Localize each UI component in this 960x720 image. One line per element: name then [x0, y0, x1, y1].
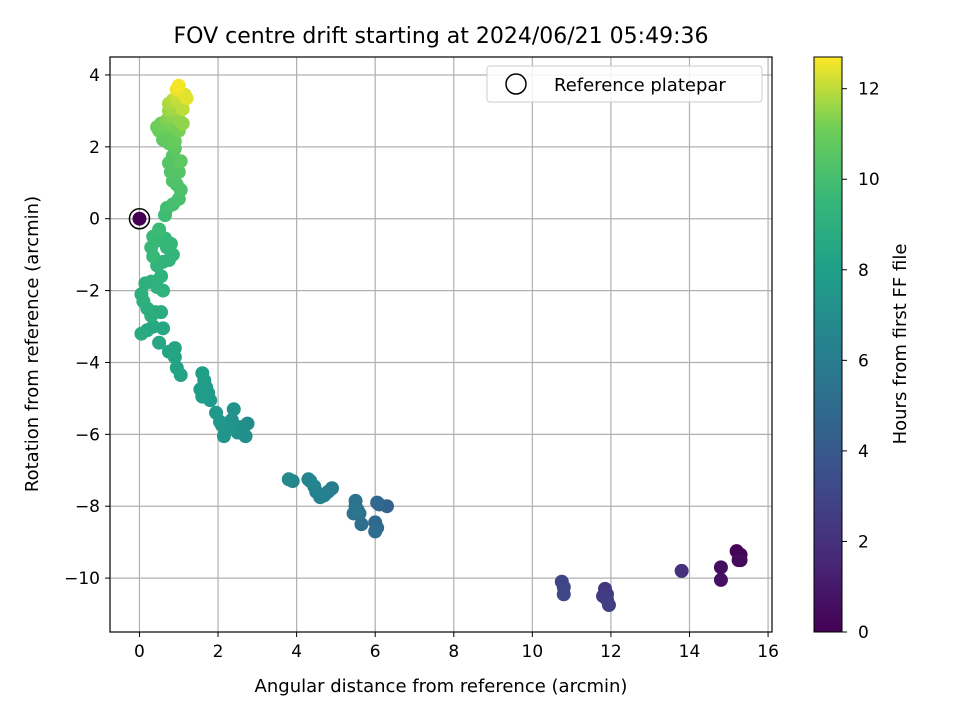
grid-lines — [110, 57, 772, 632]
legend: Reference platepar — [486, 65, 763, 103]
data-point — [152, 222, 167, 237]
legend-box — [486, 65, 763, 103]
colorbar-ticks: 0 2 4 6 8 10 12 — [842, 80, 880, 643]
chart-title: FOV centre drift starting at 2024/06/21 … — [174, 24, 709, 49]
data-point — [167, 134, 182, 149]
y-axis-ticks: −10 −8 −6 −4 −2 0 2 4 — [64, 66, 110, 589]
data-point — [193, 382, 208, 397]
data-point — [134, 326, 149, 341]
data-point — [713, 560, 728, 575]
y-axis-label: Rotation from reference (arcmin) — [22, 196, 43, 492]
y-tick-label: −8 — [75, 497, 100, 517]
data-point — [354, 517, 369, 532]
data-point — [171, 78, 186, 93]
colorbar-tick-label: 6 — [858, 351, 869, 371]
x-tick-label: 6 — [370, 642, 381, 662]
y-tick-label: −4 — [75, 353, 100, 373]
data-point — [370, 495, 385, 510]
data-point — [173, 154, 188, 169]
colorbar-gradient — [813, 56, 843, 633]
data-point — [209, 405, 224, 420]
data-point — [195, 366, 210, 381]
x-tick-label: 2 — [213, 642, 224, 662]
data-point — [281, 472, 296, 487]
plot-frame — [109, 56, 773, 633]
data-point — [175, 116, 190, 131]
x-tick-label: 10 — [522, 642, 544, 662]
data-point — [156, 283, 171, 298]
data-point — [179, 91, 194, 106]
data-point — [216, 429, 231, 444]
colorbar: 0 2 4 6 8 10 12 Hours from first FF file — [813, 56, 911, 643]
x-tick-label: 8 — [448, 642, 459, 662]
y-tick-label: −6 — [75, 425, 100, 445]
x-axis-label: Angular distance from reference (arcmin) — [255, 676, 628, 697]
data-point — [556, 587, 571, 602]
y-tick-label: 4 — [89, 66, 100, 86]
data-point — [226, 402, 241, 417]
reference-point-dot — [132, 211, 147, 226]
data-point — [161, 344, 176, 359]
x-tick-label: 12 — [600, 642, 622, 662]
legend-marker-ring-icon — [505, 73, 527, 95]
data-point — [601, 598, 616, 613]
data-point — [134, 287, 149, 302]
x-tick-label: 14 — [679, 642, 701, 662]
y-tick-label: 0 — [89, 210, 100, 230]
data-point — [152, 335, 167, 350]
colorbar-label: Hours from first FF file — [890, 244, 911, 445]
data-point — [713, 572, 728, 587]
reference-point-ring — [128, 207, 151, 230]
x-axis-ticks: 0 2 4 6 8 10 12 14 16 — [134, 632, 779, 662]
data-point — [175, 102, 190, 117]
data-point — [350, 502, 365, 517]
x-tick-label: 16 — [757, 642, 779, 662]
data-point — [169, 360, 184, 375]
colorbar-tick-label: 0 — [858, 623, 869, 643]
data-point — [733, 553, 748, 568]
colorbar-tick-label: 12 — [858, 80, 880, 100]
y-tick-label: −2 — [75, 282, 100, 302]
data-points — [128, 78, 748, 613]
data-point — [146, 249, 161, 264]
data-point — [368, 524, 383, 539]
legend-label: Reference platepar — [554, 75, 726, 96]
data-point — [154, 269, 169, 284]
data-point — [301, 472, 316, 487]
colorbar-tick-label: 4 — [858, 442, 869, 462]
y-tick-label: −10 — [64, 569, 100, 589]
x-tick-label: 4 — [291, 642, 302, 662]
data-point — [674, 563, 689, 578]
y-tick-label: 2 — [89, 138, 100, 158]
colorbar-tick-label: 10 — [858, 170, 880, 190]
x-tick-label: 0 — [134, 642, 145, 662]
colorbar-tick-label: 8 — [858, 261, 869, 281]
colorbar-tick-label: 2 — [858, 532, 869, 552]
